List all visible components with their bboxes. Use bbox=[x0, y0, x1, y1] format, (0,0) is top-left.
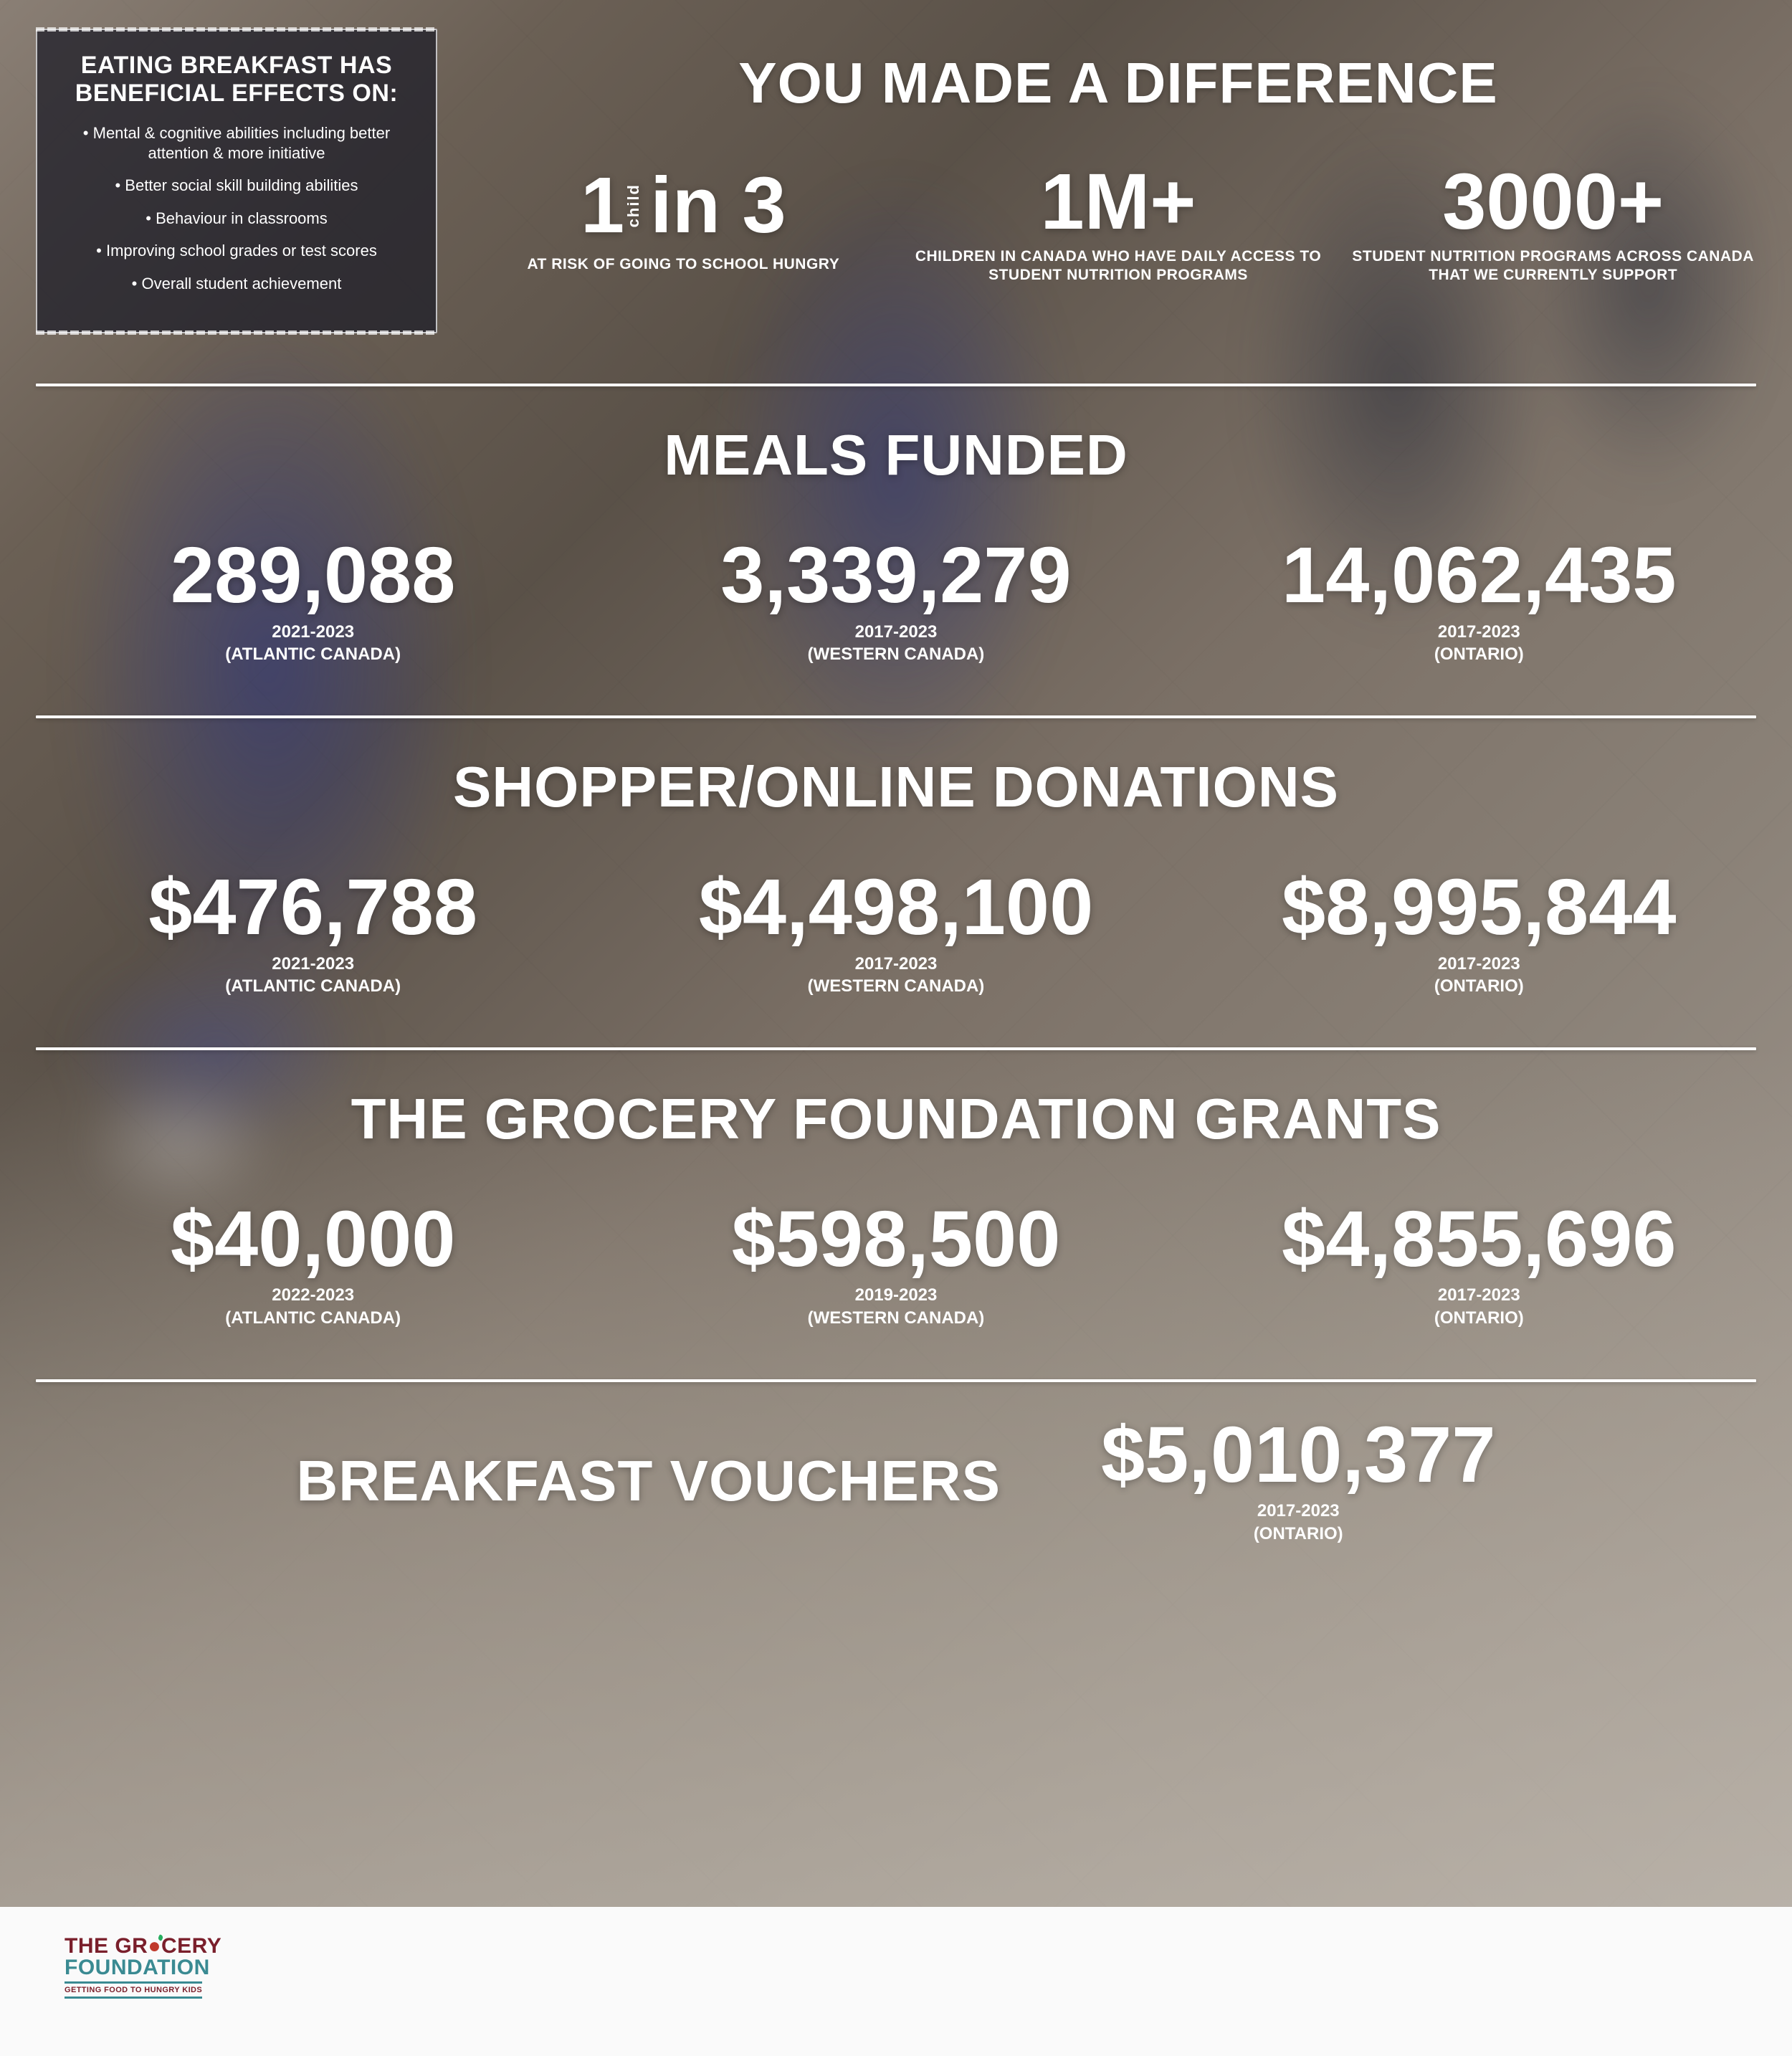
divider bbox=[36, 1047, 1756, 1050]
stat-value: 3,339,279 bbox=[619, 538, 1173, 614]
stat-text: in 3 bbox=[650, 170, 786, 241]
stat-block: 3,339,279 2017-2023 (WESTERN CANADA) bbox=[619, 538, 1173, 665]
stat-value: $40,000 bbox=[36, 1202, 590, 1277]
benefit-item: Improving school grades or test scores bbox=[54, 241, 419, 261]
stat-period: 2017-2023 bbox=[1202, 953, 1756, 975]
stat-region: (ONTARIO) bbox=[1202, 975, 1756, 997]
content: EATING BREAKFAST HAS BENEFICIAL EFFECTS … bbox=[0, 0, 1792, 1588]
stat-block: $40,000 2022-2023 (ATLANTIC CANADA) bbox=[36, 1202, 590, 1329]
logo-text: CERY bbox=[161, 1934, 221, 1958]
stat-region: (ATLANTIC CANADA) bbox=[36, 975, 590, 997]
logo-text: THE GR bbox=[65, 1934, 148, 1958]
stat-value: $598,500 bbox=[619, 1202, 1173, 1277]
top-stat: 1M+ CHILDREN IN CANADA WHO HAVE DAILY AC… bbox=[915, 166, 1322, 285]
stat-period: 2022-2023 bbox=[36, 1284, 590, 1306]
stat-region: (WESTERN CANADA) bbox=[619, 643, 1173, 665]
stat-region: (ATLANTIC CANADA) bbox=[36, 1307, 590, 1329]
vouchers-title: BREAKFAST VOUCHERS bbox=[296, 1448, 1001, 1514]
stat-period: 2017-2023 bbox=[619, 621, 1173, 643]
stat-region: (WESTERN CANADA) bbox=[619, 975, 1173, 997]
stat-block: $4,855,696 2017-2023 (ONTARIO) bbox=[1202, 1202, 1756, 1329]
benefits-list: Mental & cognitive abilities including b… bbox=[54, 123, 419, 293]
benefit-item: Behaviour in classrooms bbox=[54, 209, 419, 229]
benefits-box: EATING BREAKFAST HAS BENEFICIAL EFFECTS … bbox=[36, 29, 437, 333]
stat-region: (ONTARIO) bbox=[1101, 1523, 1496, 1545]
one-child-icon: 1 child bbox=[581, 166, 642, 245]
hero-panel: EATING BREAKFAST HAS BENEFICIAL EFFECTS … bbox=[0, 0, 1792, 1907]
vouchers-row: BREAKFAST VOUCHERS $5,010,377 2017-2023 … bbox=[36, 1418, 1756, 1545]
main-headline: YOU MADE A DIFFERENCE bbox=[480, 50, 1756, 116]
stat-period: 2019-2023 bbox=[619, 1284, 1173, 1306]
apple-icon: ● bbox=[148, 1936, 161, 1957]
stat-block: $5,010,377 2017-2023 (ONTARIO) bbox=[1101, 1418, 1496, 1545]
logo: THE GR●CERY FOUNDATION GETTING FOOD TO H… bbox=[65, 1936, 221, 1999]
stat-caption: CHILDREN IN CANADA WHO HAVE DAILY ACCESS… bbox=[915, 247, 1322, 285]
stat-caption: AT RISK OF GOING TO SCHOOL HUNGRY bbox=[480, 255, 887, 274]
section-title: MEALS FUNDED bbox=[36, 422, 1756, 488]
logo-line1: THE GR●CERY bbox=[65, 1936, 221, 1957]
divider bbox=[36, 1379, 1756, 1382]
top-stat: 3000+ STUDENT NUTRITION PROGRAMS ACROSS … bbox=[1350, 166, 1756, 285]
stat-row: $476,788 2021-2023 (ATLANTIC CANADA) $4,… bbox=[36, 870, 1756, 997]
stat-value: $5,010,377 bbox=[1101, 1418, 1496, 1493]
benefit-item: Mental & cognitive abilities including b… bbox=[54, 123, 419, 163]
headline-area: YOU MADE A DIFFERENCE 1 child in 3 AT RI… bbox=[480, 29, 1756, 285]
stat-block: $8,995,844 2017-2023 (ONTARIO) bbox=[1202, 870, 1756, 997]
logo-line2: FOUNDATION bbox=[65, 1957, 221, 1979]
top-stat: 1 child in 3 AT RISK OF GOING TO SCHOOL … bbox=[480, 166, 887, 285]
stat-region: (WESTERN CANADA) bbox=[619, 1307, 1173, 1329]
stat-value: 14,062,435 bbox=[1202, 538, 1756, 614]
child-label: child bbox=[626, 179, 642, 232]
stat-region: (ATLANTIC CANADA) bbox=[36, 643, 590, 665]
footer: THE GR●CERY FOUNDATION GETTING FOOD TO H… bbox=[0, 1907, 1792, 2056]
section-title: THE GROCERY FOUNDATION GRANTS bbox=[36, 1086, 1756, 1152]
divider bbox=[36, 384, 1756, 386]
stat-region: (ONTARIO) bbox=[1202, 1307, 1756, 1329]
logo-tagline: GETTING FOOD TO HUNGRY KIDS bbox=[65, 1981, 202, 1999]
divider bbox=[36, 715, 1756, 718]
stat-value: $476,788 bbox=[36, 870, 590, 946]
stat-region: (ONTARIO) bbox=[1202, 643, 1756, 665]
stat-period: 2017-2023 bbox=[619, 953, 1173, 975]
stat-value: $4,855,696 bbox=[1202, 1202, 1756, 1277]
stat-period: 2017-2023 bbox=[1101, 1500, 1496, 1522]
stat-value: 3000+ bbox=[1350, 166, 1756, 237]
digit: 1 bbox=[581, 166, 624, 245]
stat-block: 14,062,435 2017-2023 (ONTARIO) bbox=[1202, 538, 1756, 665]
stat-block: $4,498,100 2017-2023 (WESTERN CANADA) bbox=[619, 870, 1173, 997]
stat-block: 289,088 2021-2023 (ATLANTIC CANADA) bbox=[36, 538, 590, 665]
benefits-title: EATING BREAKFAST HAS BENEFICIAL EFFECTS … bbox=[54, 52, 419, 108]
stat-row: $40,000 2022-2023 (ATLANTIC CANADA) $598… bbox=[36, 1202, 1756, 1329]
stat-period: 2017-2023 bbox=[1202, 621, 1756, 643]
top-stats: 1 child in 3 AT RISK OF GOING TO SCHOOL … bbox=[480, 166, 1756, 285]
stat-period: 2021-2023 bbox=[36, 953, 590, 975]
section-title: SHOPPER/ONLINE DONATIONS bbox=[36, 754, 1756, 820]
stat-value: $8,995,844 bbox=[1202, 870, 1756, 946]
stat-period: 2021-2023 bbox=[36, 621, 590, 643]
benefit-item: Overall student achievement bbox=[54, 274, 419, 294]
stat-value: $4,498,100 bbox=[619, 870, 1173, 946]
page: EATING BREAKFAST HAS BENEFICIAL EFFECTS … bbox=[0, 0, 1792, 2056]
stat-period: 2017-2023 bbox=[1202, 1284, 1756, 1306]
stat-value: 289,088 bbox=[36, 538, 590, 614]
stat-block: $476,788 2021-2023 (ATLANTIC CANADA) bbox=[36, 870, 590, 997]
stat-row: 289,088 2021-2023 (ATLANTIC CANADA) 3,33… bbox=[36, 538, 1756, 665]
benefit-item: Better social skill building abilities bbox=[54, 176, 419, 196]
top-row: EATING BREAKFAST HAS BENEFICIAL EFFECTS … bbox=[36, 0, 1756, 333]
stat-caption: STUDENT NUTRITION PROGRAMS ACROSS CANADA… bbox=[1350, 247, 1756, 285]
stat-value: 1 child in 3 bbox=[480, 166, 887, 245]
stat-block: $598,500 2019-2023 (WESTERN CANADA) bbox=[619, 1202, 1173, 1329]
stat-value: 1M+ bbox=[915, 166, 1322, 237]
